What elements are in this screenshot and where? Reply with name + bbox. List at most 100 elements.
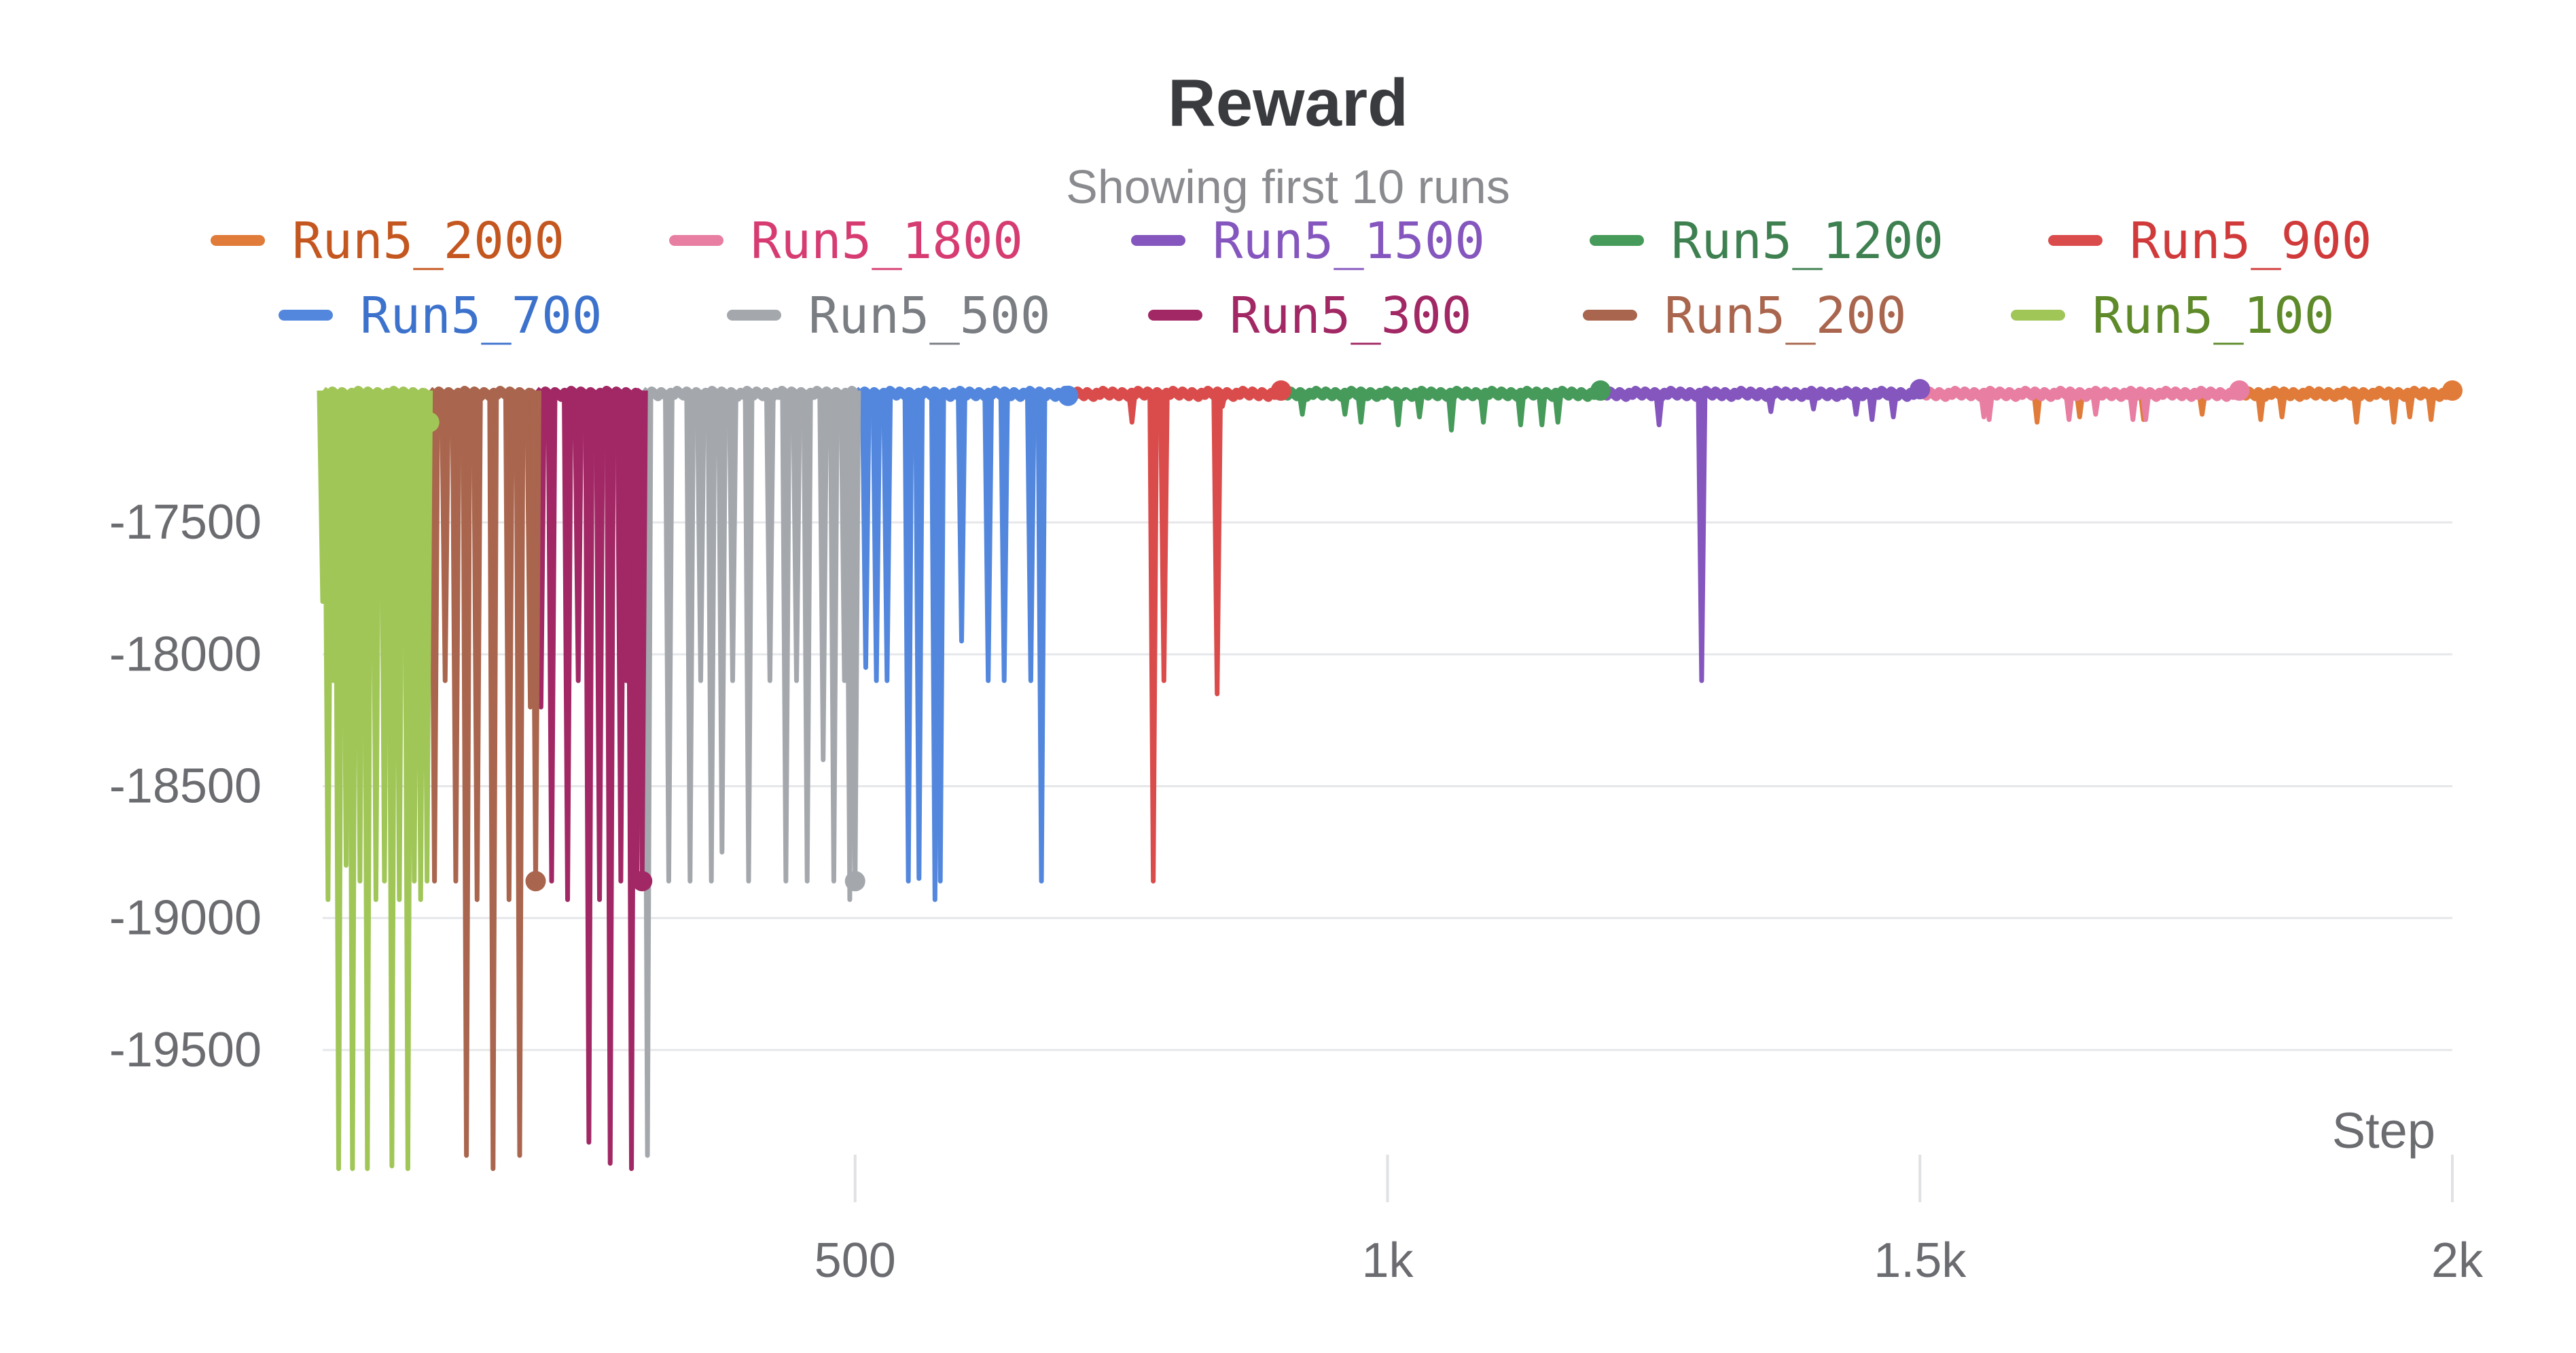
axes: -17500 -18000 -18500 -19000 -19500 500 1k 1.5k 2… xyxy=(109,495,2484,1288)
legend-label: Run5_2000 xyxy=(292,212,565,270)
series-dip xyxy=(346,390,359,1172)
series-end-point xyxy=(1058,385,1079,406)
series-dip xyxy=(572,390,584,683)
series-dip xyxy=(378,390,391,884)
legend-swatch xyxy=(727,310,781,321)
series-Run5_1500 xyxy=(1597,379,1931,683)
grid-lines xyxy=(323,521,2452,1051)
series-dip xyxy=(1414,390,1425,420)
series-dip xyxy=(764,390,776,683)
legend-item-Run5_2000[interactable]: Run5_2000 xyxy=(211,212,565,270)
series-dip xyxy=(1158,390,1170,683)
series-end-point xyxy=(844,871,865,892)
series-dip xyxy=(514,390,526,1158)
series-dip xyxy=(1217,390,1228,409)
y-tick-label: -19000 xyxy=(109,891,262,945)
legend-item-Run5_700[interactable]: Run5_700 xyxy=(279,287,602,345)
series-line xyxy=(2236,386,2456,402)
series-dip xyxy=(393,390,406,902)
series-dip xyxy=(2276,390,2288,420)
legend-item-Run5_1800[interactable]: Run5_1800 xyxy=(669,212,1023,270)
legend-swatch xyxy=(1583,310,1637,321)
series-end-point xyxy=(525,871,546,892)
x-tick-label: 2k xyxy=(2431,1233,2484,1288)
series-dip xyxy=(1355,390,1367,425)
series-dip xyxy=(1696,390,1708,683)
x-axis-label: Step xyxy=(2332,1102,2435,1159)
series-dip xyxy=(2140,390,2152,422)
series-dip xyxy=(726,390,738,683)
series-dip xyxy=(439,390,451,683)
series-dip xyxy=(450,390,462,884)
y-tick-label: -19500 xyxy=(109,1023,262,1077)
series-dip xyxy=(1850,390,1862,417)
series-dip xyxy=(333,390,345,1172)
legend-item-Run5_100[interactable]: Run5_100 xyxy=(2011,287,2334,345)
series-dip xyxy=(562,390,574,902)
y-tick-label: -18500 xyxy=(109,759,262,814)
legend-label: Run5_1800 xyxy=(751,212,1023,270)
series-dip xyxy=(743,390,755,884)
series-dip xyxy=(716,390,728,855)
series-dip xyxy=(487,390,499,1172)
series-dip xyxy=(1653,390,1665,427)
series-dip xyxy=(934,390,946,884)
legend-label: Run5_100 xyxy=(2092,287,2334,345)
y-tick-label: -18000 xyxy=(109,627,262,681)
legend: Run5_2000 Run5_1800 Run5_1500 Run5_1200 Run5… xyxy=(211,212,2372,345)
series-dip xyxy=(461,390,473,1158)
series-dip xyxy=(429,390,441,884)
series-dip xyxy=(370,390,382,902)
series-dip xyxy=(636,390,648,884)
series-dip xyxy=(361,390,374,1172)
series-dip xyxy=(2403,390,2416,420)
series-dip xyxy=(801,390,813,884)
series-dip xyxy=(870,390,882,683)
series-dip xyxy=(401,390,414,1172)
series-dip xyxy=(1296,390,1308,417)
chart-subtitle: Showing first 10 runs xyxy=(1066,160,1510,213)
series-dip xyxy=(1514,390,1526,427)
series-dip xyxy=(791,390,803,683)
legend-item-Run5_900[interactable]: Run5_900 xyxy=(2048,212,2372,270)
series-line xyxy=(1065,386,1285,402)
legend-item-Run5_1500[interactable]: Run5_1500 xyxy=(1131,212,1485,270)
series-dip xyxy=(503,390,515,902)
series-lines xyxy=(317,379,2463,1172)
series-dip xyxy=(662,390,675,884)
y-tick-label: -17500 xyxy=(109,495,262,549)
series-Run5_1800 xyxy=(1916,380,2250,422)
legend-item-Run5_1200[interactable]: Run5_1200 xyxy=(1590,212,1944,270)
series-dip xyxy=(1147,390,1160,884)
series-dip xyxy=(594,390,606,902)
chart-title: Reward xyxy=(1167,65,1408,140)
legend-swatch xyxy=(211,235,265,246)
series-dip xyxy=(530,390,541,884)
legend-swatch xyxy=(1148,310,1202,321)
legend-item-Run5_300[interactable]: Run5_300 xyxy=(1148,287,1471,345)
series-dip xyxy=(780,390,792,884)
series-dip xyxy=(849,390,861,884)
series-dip xyxy=(386,390,398,1169)
series-dip xyxy=(604,390,616,1166)
series-dip xyxy=(1765,390,1777,414)
series-dip xyxy=(1211,390,1223,697)
x-tick-label: 500 xyxy=(815,1233,896,1288)
series-dip xyxy=(1126,390,1138,425)
legend-label: Run5_700 xyxy=(360,287,602,345)
legend-swatch xyxy=(2048,235,2103,246)
series-dip xyxy=(583,390,595,1145)
legend-item-Run5_200[interactable]: Run5_200 xyxy=(1583,287,1906,345)
legend-swatch xyxy=(279,310,333,321)
legend-item-Run5_500[interactable]: Run5_500 xyxy=(727,287,1050,345)
series-Run5_300 xyxy=(533,386,653,1172)
series-dip xyxy=(2063,390,2075,422)
series-dip xyxy=(2350,390,2363,425)
legend-label: Run5_1200 xyxy=(1671,212,1944,270)
series-dip xyxy=(694,390,706,683)
legend-swatch xyxy=(2011,310,2065,321)
series-Run5_1200 xyxy=(1278,380,1611,433)
series-line xyxy=(1916,386,2242,402)
